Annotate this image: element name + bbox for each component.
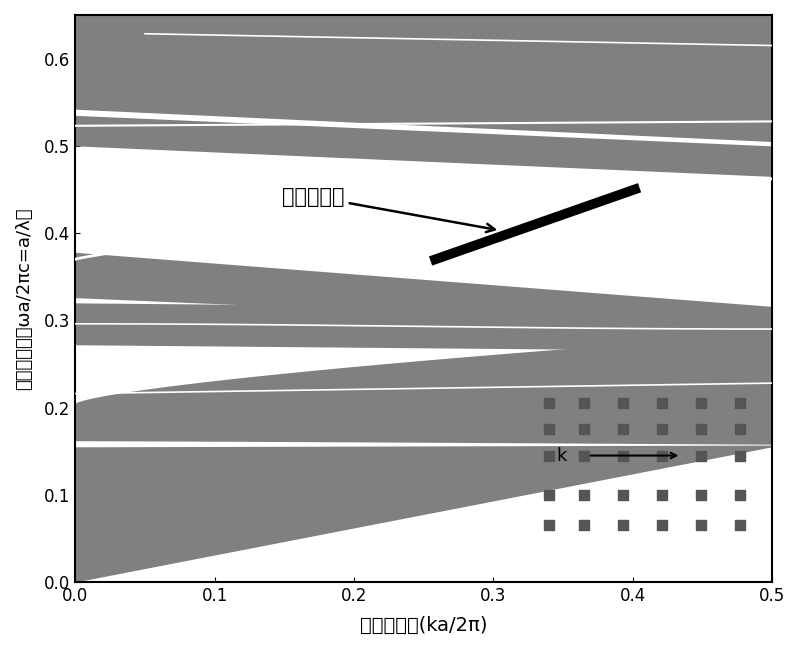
Point — [617, 424, 630, 435]
Point — [734, 398, 746, 408]
Point — [578, 398, 590, 408]
Point — [655, 398, 668, 408]
Text: 线性色散区: 线性色散区 — [282, 187, 494, 232]
X-axis label: 归一化波矢(ka/2π): 归一化波矢(ka/2π) — [360, 616, 487, 635]
Point — [655, 450, 668, 461]
Point — [694, 450, 707, 461]
Point — [617, 450, 630, 461]
Point — [542, 424, 555, 435]
Point — [542, 398, 555, 408]
Point — [694, 520, 707, 530]
Point — [734, 489, 746, 500]
Point — [542, 520, 555, 530]
Point — [694, 398, 707, 408]
Point — [734, 450, 746, 461]
Text: k: k — [556, 447, 566, 465]
Point — [694, 489, 707, 500]
Point — [617, 398, 630, 408]
Point — [694, 424, 707, 435]
Point — [542, 489, 555, 500]
Y-axis label: 归一化频率（ωa/2πc=a/λ）: 归一化频率（ωa/2πc=a/λ） — [15, 207, 33, 390]
Point — [578, 450, 590, 461]
Point — [578, 424, 590, 435]
Point — [655, 489, 668, 500]
Point — [655, 520, 668, 530]
Point — [578, 520, 590, 530]
Point — [578, 489, 590, 500]
Point — [734, 424, 746, 435]
Point — [734, 520, 746, 530]
Point — [655, 424, 668, 435]
Point — [617, 520, 630, 530]
Point — [617, 489, 630, 500]
Point — [542, 450, 555, 461]
